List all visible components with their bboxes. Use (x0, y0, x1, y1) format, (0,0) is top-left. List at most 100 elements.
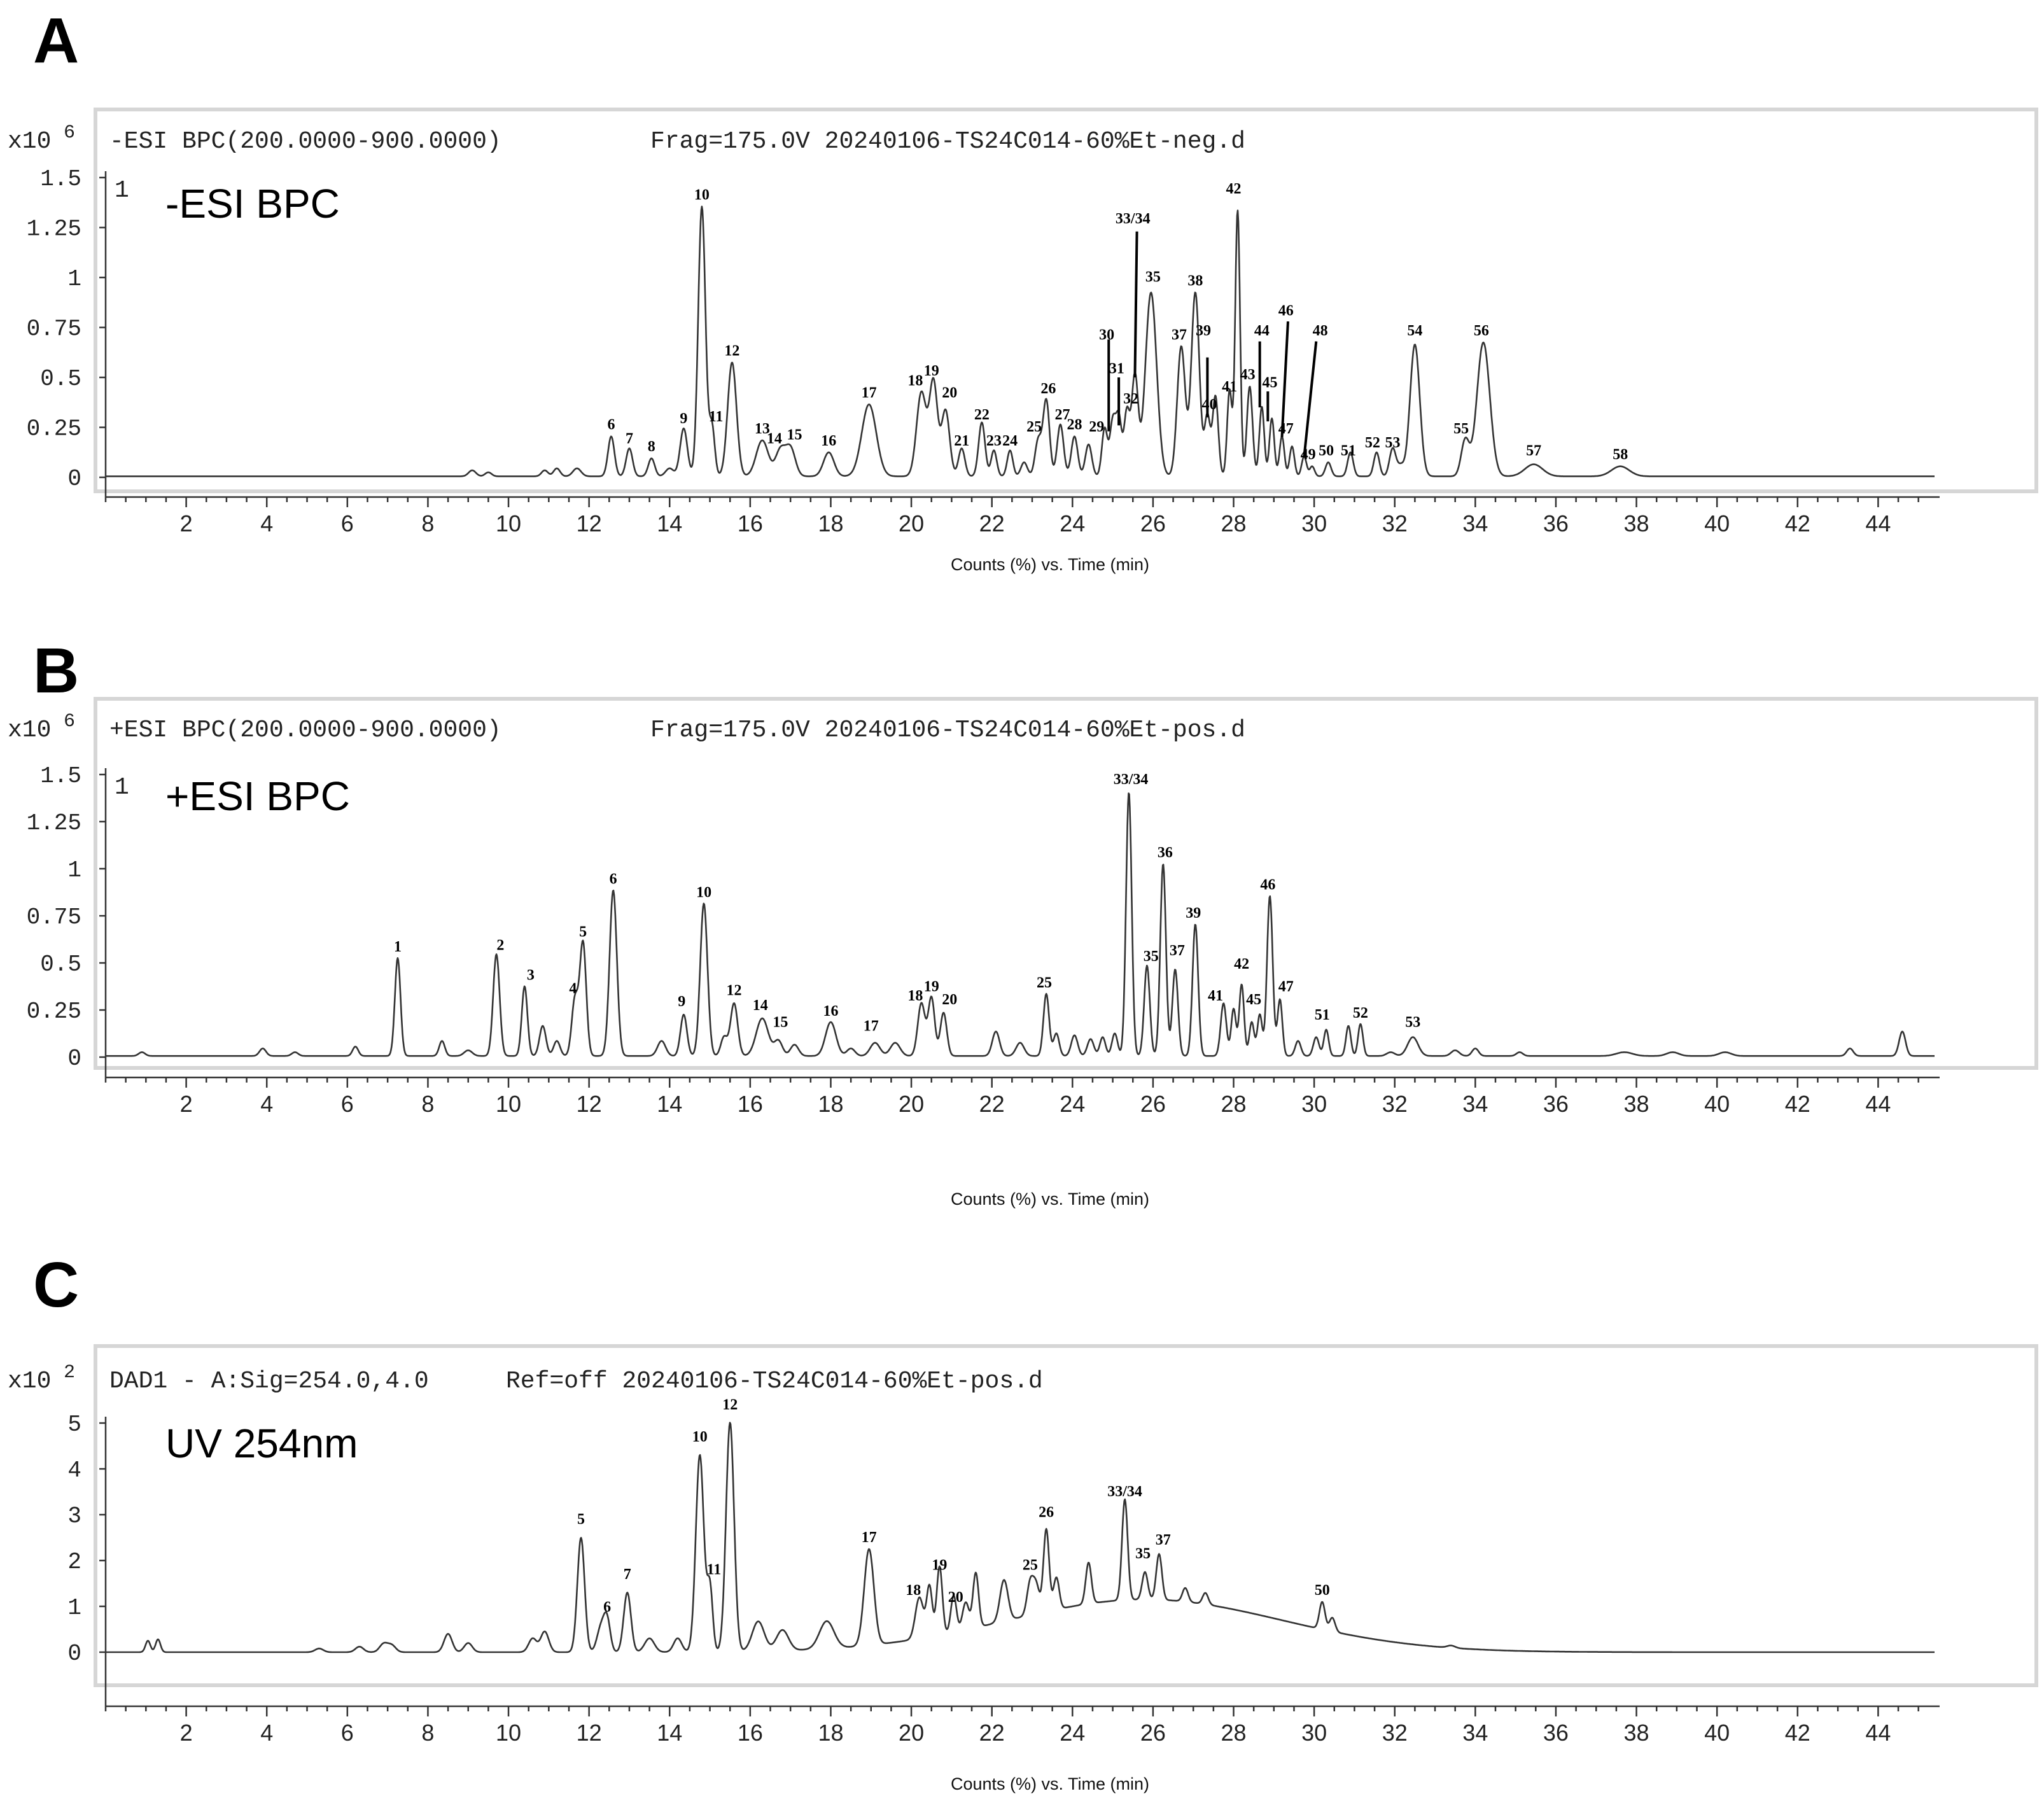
peak-label: 19 (924, 978, 939, 995)
x-tick-label: 32 (1382, 1720, 1408, 1746)
peak-label: 8 (648, 438, 655, 455)
x-tick-label: 12 (577, 1720, 602, 1746)
x-tick-label: 26 (1140, 1091, 1166, 1117)
peak-label: 15 (787, 426, 802, 443)
y-tick-label: 0.25 (27, 416, 81, 442)
x-tick-label: 40 (1704, 510, 1730, 537)
x-tick-label: 8 (421, 1720, 434, 1746)
x-tick-label: 24 (1060, 1720, 1085, 1746)
peak-label: 35 (1135, 1545, 1151, 1562)
peak-label: 28 (1067, 417, 1082, 433)
peak-label: 13 (755, 421, 770, 437)
x-tick-label: 18 (818, 1091, 843, 1117)
peak-label: 51 (1341, 442, 1356, 459)
peak-label: 50 (1319, 442, 1334, 459)
peak-label: 45 (1262, 375, 1277, 391)
x-tick-label: 40 (1704, 1720, 1730, 1746)
peak-label: 12 (722, 1396, 738, 1413)
peak-label: 17 (864, 1018, 879, 1035)
peak-label: 20 (942, 992, 957, 1008)
x-tick-label: 2 (180, 1091, 193, 1117)
peak-label: 29 (1089, 419, 1104, 435)
peak-label: 39 (1186, 905, 1201, 922)
x-tick-label: 42 (1785, 1091, 1810, 1117)
peak-label: 7 (624, 1566, 631, 1583)
axis-exponent: 2 (64, 1362, 75, 1384)
trace-header-details: Frag=175.0V 20240106-TS24C014-60%Et-neg.… (650, 128, 1245, 155)
peak-label: 19 (932, 1557, 947, 1573)
trace-header: DAD1 - A:Sig=254.0,4.0 (109, 1368, 429, 1395)
x-tick-label: 38 (1624, 1091, 1649, 1117)
x-tick-label: 22 (979, 1720, 1005, 1746)
peak-label: 41 (1222, 379, 1237, 395)
y-tick-label: 1 (67, 857, 81, 883)
x-tick-label: 22 (979, 510, 1005, 537)
peak-label: 47 (1278, 421, 1294, 437)
panel-title: -ESI BPC (165, 181, 340, 227)
peak-label: 19 (924, 363, 939, 379)
x-tick-label: 2 (180, 1720, 193, 1746)
peak-label: 39 (1196, 323, 1211, 339)
y-tick-label: 1.5 (40, 763, 81, 789)
y-tick-label: 3 (67, 1503, 81, 1529)
peak-label: 30 (1099, 326, 1114, 343)
peak-label: 11 (707, 1562, 722, 1578)
x-tick-label: 28 (1221, 1091, 1246, 1117)
x-tick-label: 18 (818, 1720, 843, 1746)
x-tick-label: 38 (1624, 510, 1649, 537)
x-tick-label: 26 (1140, 510, 1166, 537)
peak-label: 23 (986, 433, 1002, 449)
peak-label: 35 (1145, 269, 1161, 285)
peak-label: 49 (1301, 447, 1316, 463)
peak-label: 56 (1474, 323, 1489, 339)
x-tick-label: 14 (657, 510, 682, 537)
y-tick-label: 0.75 (27, 904, 81, 930)
peak-label: 33/34 (1116, 211, 1151, 227)
peak-label: 16 (821, 433, 836, 449)
axis-multiplier: x10 (8, 128, 51, 155)
x-tick-label: 24 (1060, 1091, 1085, 1117)
peak-label: 47 (1278, 978, 1294, 995)
peak-label: 24 (1002, 433, 1018, 449)
y-tick-label: 4 (67, 1457, 81, 1484)
peak-label: 43 (1240, 367, 1256, 383)
peak-label: 15 (773, 1014, 788, 1031)
peak-label: 6 (603, 1599, 611, 1616)
x-tick-label: 40 (1704, 1091, 1730, 1117)
x-tick-label: 16 (738, 510, 763, 537)
peak-label: 55 (1453, 421, 1469, 437)
y-tick-label: 0.5 (40, 366, 81, 392)
peak-label: 18 (907, 373, 923, 389)
peak-label: 5 (579, 924, 587, 941)
x-tick-label: 16 (738, 1091, 763, 1117)
axis-multiplier: x10 (8, 717, 51, 744)
peak-label: 57 (1526, 442, 1541, 459)
peak-label: 31 (1109, 361, 1124, 377)
x-tick-label: 2 (180, 510, 193, 537)
peak-label: 18 (907, 988, 923, 1004)
y-tick-label: 0 (67, 1046, 81, 1072)
peak-label: 26 (1039, 1505, 1054, 1521)
x-tick-label: 4 (260, 1091, 273, 1117)
peak-label: 46 (1278, 303, 1294, 319)
trace-header-details: Frag=175.0V 20240106-TS24C014-60%Et-pos.… (650, 717, 1245, 744)
x-tick-label: 16 (738, 1720, 763, 1746)
x-tick-label: 8 (421, 510, 434, 537)
x-tick-label: 28 (1221, 510, 1246, 537)
panel-title: UV 254nm (165, 1421, 358, 1466)
x-tick-label: 10 (496, 1720, 521, 1746)
x-tick-label: 34 (1462, 1091, 1488, 1117)
x-tick-label: 20 (899, 510, 924, 537)
trace-index: 1 (115, 177, 129, 204)
peak-label: 46 (1260, 877, 1275, 894)
x-tick-label: 34 (1462, 1720, 1488, 1746)
peak-label: 7 (626, 431, 633, 447)
peak-label: 40 (1202, 396, 1217, 413)
y-tick-label: 1.5 (40, 166, 81, 192)
x-tick-label: 22 (979, 1091, 1005, 1117)
peak-label: 51 (1315, 1007, 1330, 1023)
x-tick-label: 18 (818, 510, 843, 537)
peak-label: 6 (607, 417, 615, 433)
